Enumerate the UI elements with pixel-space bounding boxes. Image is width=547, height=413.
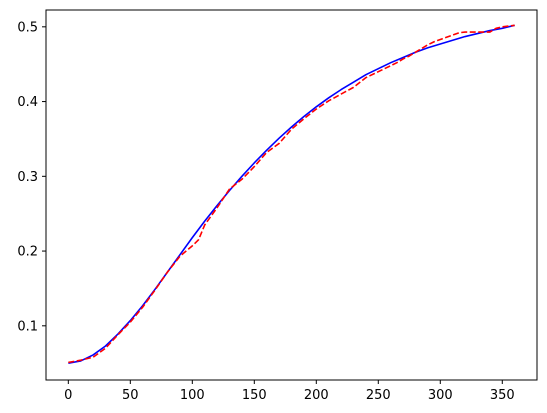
y-tick-label-4: 0.5: [17, 20, 38, 35]
x-tick-label-7: 350: [490, 388, 515, 403]
plot-area: [46, 10, 537, 380]
x-tick-label-3: 150: [242, 388, 267, 403]
y-tick-label-3: 0.4: [17, 95, 38, 110]
x-tick-label-0: 0: [64, 388, 72, 403]
x-tick-label-5: 250: [366, 388, 391, 403]
x-tick-label-4: 200: [304, 388, 329, 403]
series-line-2: [68, 24, 515, 364]
y-tick-label-0: 0.1: [17, 319, 38, 334]
x-tick-label-2: 100: [180, 388, 205, 403]
series-layer: [68, 24, 515, 364]
y-axis: 0.1 0.2 0.3 0.4 0.5: [17, 20, 46, 334]
series-line-1: [68, 24, 515, 364]
y-tick-label-1: 0.2: [17, 245, 38, 260]
y-tick-label-2: 0.3: [17, 170, 38, 185]
plot-frame: [45, 9, 538, 381]
x-tick-label-6: 300: [428, 388, 453, 403]
x-tick-label-1: 50: [122, 388, 139, 403]
x-axis: 0 50 100 150 200 250 300 350: [64, 380, 515, 403]
